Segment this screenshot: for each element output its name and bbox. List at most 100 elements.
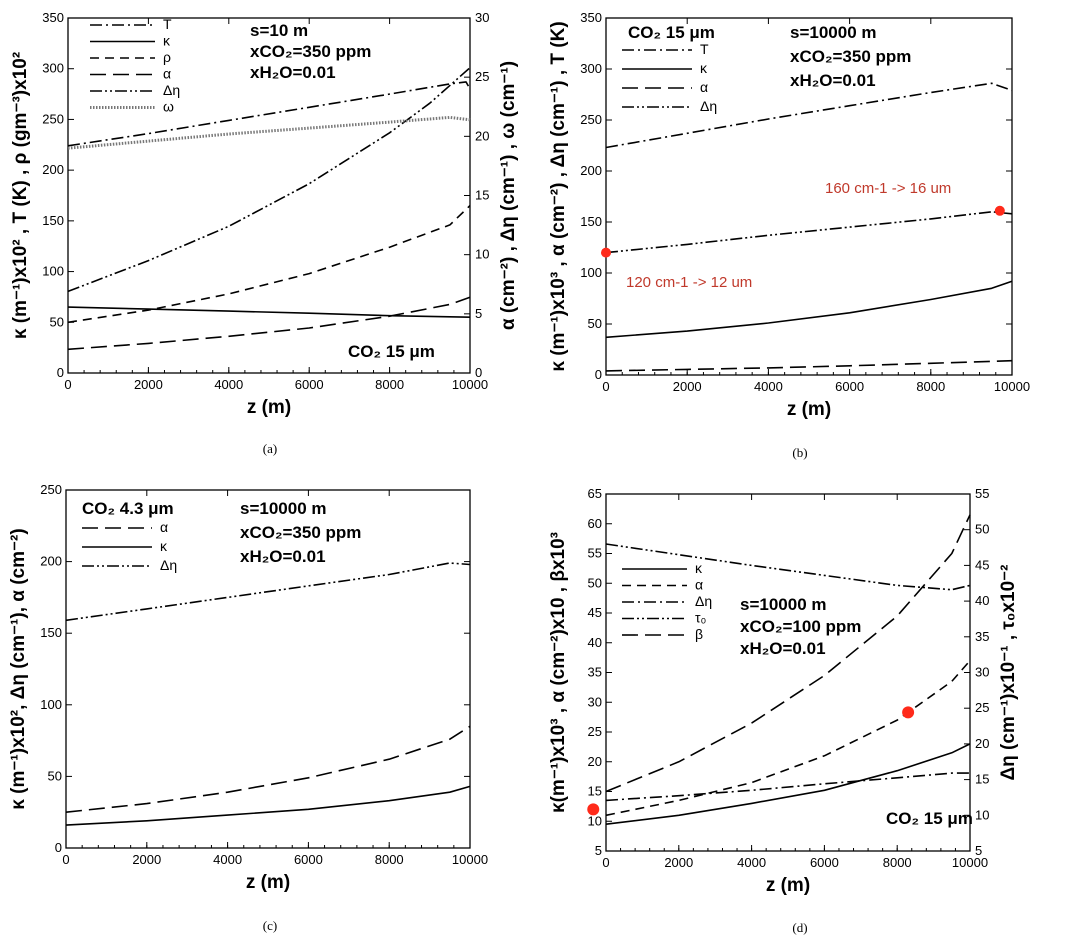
- chart-panel-b: 0 2000 4000 6000 8000 10000 0 50 100 150 200 250 300…: [548, 10, 1030, 460]
- y-axis-label: κ (m⁻¹)x10² , T (K) , ρ (gm⁻³)x10²: [10, 52, 31, 339]
- x-tick-label: 0: [64, 377, 71, 392]
- y2-tick-label: 30: [475, 10, 489, 25]
- y-tick-label: 30: [588, 694, 602, 709]
- annotation-text: xH₂O=0.01: [240, 547, 326, 566]
- legend-label: κ: [163, 33, 171, 49]
- y-tick-label: 350: [580, 10, 602, 25]
- y-tick-label: 65: [588, 486, 602, 501]
- y-tick-label: 150: [40, 625, 62, 640]
- x-tick-label: 2000: [132, 852, 161, 867]
- series-line-T: [605, 82, 1013, 149]
- series-line-κ: [65, 785, 471, 826]
- y2-tick-label: 55: [975, 486, 989, 501]
- red-note-text: 160 cm-1 -> 16 um: [825, 180, 951, 197]
- x-tick-label: 8000: [375, 377, 404, 392]
- series-line-α: [605, 359, 1013, 372]
- chart-panel-d: 0 2000 4000 6000 8000 10000510152025303540455…: [548, 486, 1019, 935]
- legend-label: κ: [700, 60, 708, 76]
- series-line-ω: [67, 115, 471, 150]
- legend-label: T: [700, 41, 709, 57]
- legend-label: Δη: [160, 557, 177, 573]
- panel-caption: (a): [263, 441, 277, 456]
- x-tick-label: 0: [602, 855, 609, 870]
- annotation-text: s=10000 m: [790, 23, 877, 42]
- chart-panel-c: 0 2000 4000 6000 8000 10000 0 50 100 150 200 250 z (…: [8, 482, 488, 933]
- x-tick-label: 4000: [214, 377, 243, 392]
- annotation-text: xCO₂=100 ppm: [740, 617, 861, 636]
- y-tick-label: 10: [588, 813, 602, 828]
- y-tick-label: 100: [42, 264, 64, 279]
- red-marker: [994, 205, 1005, 216]
- x-axis-label: z (m): [246, 872, 290, 893]
- series-line-τ₀: [605, 543, 971, 591]
- series-line-ρ: [67, 205, 471, 324]
- y-tick-label: 0: [55, 840, 62, 855]
- y2-tick-label: 20: [975, 736, 989, 751]
- y-tick-label: 300: [42, 61, 64, 76]
- y-tick-label: 55: [588, 546, 602, 561]
- y2-tick-label: 35: [975, 629, 989, 644]
- legend-label: T: [163, 16, 172, 32]
- series-line-κ: [67, 306, 471, 318]
- x-tick-label: 4000: [213, 852, 242, 867]
- y-tick-label: 50: [50, 314, 64, 329]
- y-tick-label: 0: [57, 365, 64, 380]
- legend-label: Δη: [700, 98, 717, 114]
- annotation-text: xH₂O=0.01: [740, 639, 826, 658]
- plot-frame: [65, 489, 471, 849]
- y-tick-label: 100: [40, 697, 62, 712]
- y-tick-label: 50: [48, 768, 62, 783]
- y-tick-label: 0: [595, 367, 602, 382]
- y2-tick-label: 45: [975, 557, 989, 572]
- y2-tick-label: 5: [975, 843, 982, 858]
- y-tick-label: 40: [588, 635, 602, 650]
- x-tick-label: 4000: [754, 379, 783, 394]
- y2-axis-label: Δη (cm⁻¹)x10⁻¹ , τ₀x10⁻²: [998, 564, 1019, 780]
- x-tick-label: 0: [62, 852, 69, 867]
- y2-tick-label: 50: [975, 522, 989, 537]
- y-axis-label: κ(m⁻¹)x10³ , α (cm⁻²)x10 , βx10³: [548, 532, 569, 813]
- y-tick-label: 100: [580, 265, 602, 280]
- legend-label: α: [700, 79, 708, 95]
- x-tick-label: 10000: [452, 377, 488, 392]
- red-marker: [587, 803, 600, 816]
- y-tick-label: 20: [588, 754, 602, 769]
- y-tick-label: 50: [588, 316, 602, 331]
- annotation-text: s=10000 m: [740, 595, 827, 614]
- x-tick-label: 10000: [994, 379, 1030, 394]
- x-tick-label: 2000: [673, 379, 702, 394]
- annotation-text: CO₂ 15 μm: [886, 809, 973, 828]
- chart-panel-a: 0 2000 4000 6000 8000 10000050100150200250300…: [10, 10, 519, 456]
- x-tick-label: 0: [602, 379, 609, 394]
- y2-tick-label: 40: [975, 593, 989, 608]
- y-tick-label: 250: [42, 111, 64, 126]
- y-tick-label: 15: [588, 784, 602, 799]
- panel-caption: (b): [792, 445, 807, 460]
- y-tick-label: 25: [588, 724, 602, 739]
- annotation-text: s=10 m: [250, 21, 308, 40]
- legend-label: β: [695, 626, 703, 642]
- series-line-β: [605, 514, 971, 793]
- x-tick-label: 6000: [294, 852, 323, 867]
- annotation-text: s=10000 m: [240, 499, 327, 518]
- y-axis-label: κ (m⁻¹)x10², Δη (cm⁻¹), α (cm⁻²): [8, 528, 29, 809]
- y-tick-label: 200: [42, 162, 64, 177]
- legend-label: α: [695, 577, 703, 593]
- legend-label: Δη: [695, 593, 712, 609]
- x-axis-label: z (m): [766, 875, 810, 896]
- series-line-κ: [605, 280, 1013, 339]
- x-tick-label: 8000: [916, 379, 945, 394]
- y2-tick-label: 25: [475, 69, 489, 84]
- y2-tick-label: 15: [975, 772, 989, 787]
- y2-tick-label: 10: [475, 247, 489, 262]
- x-tick-label: 8000: [375, 852, 404, 867]
- annotation-text: CO₂ 15 μm: [348, 342, 435, 361]
- legend-label: κ: [695, 560, 703, 576]
- legend-label: κ: [160, 538, 168, 554]
- legend-label: ω: [163, 99, 174, 115]
- x-tick-label: 10000: [952, 855, 988, 870]
- red-note-text: 120 cm-1 -> 12 um: [626, 274, 752, 291]
- y-axis-label: κ (m⁻¹)x10³ , α (cm⁻²) , Δη (cm⁻¹) , T (…: [548, 21, 569, 371]
- annotation-text: xCO₂=350 ppm: [250, 42, 371, 61]
